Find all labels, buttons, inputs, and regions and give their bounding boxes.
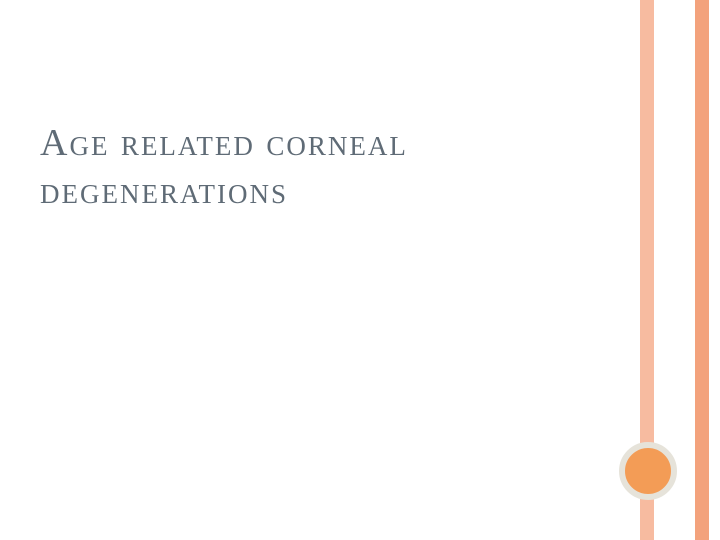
title-line-1: Age related corneal	[40, 122, 408, 164]
slide-title: Age related corneal degenerations	[40, 120, 620, 215]
accent-stripe-right	[695, 0, 709, 540]
title-line-2: degenerations	[40, 170, 288, 212]
accent-circle	[619, 442, 677, 500]
slide-container: Age related corneal degenerations	[0, 0, 720, 540]
